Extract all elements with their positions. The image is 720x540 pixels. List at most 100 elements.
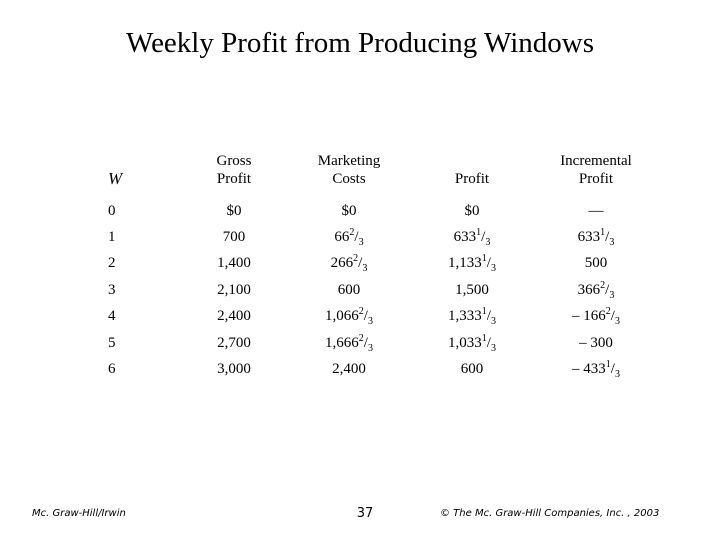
- cell-incremental-profit: 3662/3: [532, 277, 660, 303]
- cell-text: 600: [337, 281, 361, 298]
- cell-text: $0: [464, 202, 480, 219]
- cell-week: 4: [108, 304, 182, 330]
- cell-text: $0: [341, 202, 357, 219]
- cell-text: 0: [108, 202, 116, 219]
- cell-week: 2: [108, 251, 182, 277]
- header-gross-profit: Gross Profit: [182, 152, 286, 198]
- fraction-denominator: 3: [367, 342, 373, 354]
- header-line: Incremental: [560, 153, 632, 169]
- cell-gross-profit: 2,700: [182, 330, 286, 356]
- cell-text: 633: [453, 229, 477, 246]
- table-row: 0 $0 $0 $0 —: [108, 198, 660, 224]
- cell-text: 1,333: [448, 308, 482, 325]
- cell-text: /: [486, 308, 491, 325]
- cell-week: 1: [108, 224, 182, 250]
- cell-text: /: [358, 255, 363, 272]
- cell-profit: 600: [412, 356, 532, 382]
- cell-profit: 1,500: [412, 277, 532, 303]
- cell-gross-profit: 2,400: [182, 304, 286, 330]
- cell-text: 1,400: [217, 255, 251, 272]
- cell-week: 3: [108, 277, 182, 303]
- fraction-numerator: 2: [349, 227, 355, 239]
- cell-text: 2,400: [332, 361, 366, 378]
- fraction-denominator: 3: [609, 289, 615, 301]
- cell-week: 5: [108, 330, 182, 356]
- cell-marketing-costs: 1,0662/3: [286, 304, 412, 330]
- table-row: 5 2,700 1,6662/3 1,0331/3– 300: [108, 330, 660, 356]
- header-line: W: [108, 169, 123, 188]
- cell-text: 633: [577, 229, 601, 246]
- fraction-numerator: 1: [481, 332, 487, 344]
- slide-title: Weekly Profit from Producing Windows: [126, 27, 594, 59]
- cell-profit: 6331/3: [412, 224, 532, 250]
- fraction-denominator: 3: [485, 237, 491, 249]
- fraction-numerator: 2: [358, 332, 364, 344]
- cell-text: —: [588, 202, 604, 219]
- cell-incremental-profit: – 1662/3: [532, 304, 660, 330]
- cell-incremental-profit: 500: [532, 251, 660, 277]
- cell-gross-profit: 3,000: [182, 356, 286, 382]
- page-number: 37: [356, 506, 374, 521]
- cell-text: 6: [108, 361, 116, 378]
- fraction-numerator: 2: [353, 253, 359, 265]
- cell-text: 1,666: [325, 334, 359, 351]
- header-line: Marketing: [317, 153, 381, 169]
- fraction-numerator: 1: [605, 359, 611, 371]
- header-incremental-profit: Incremental Profit: [532, 152, 660, 198]
- cell-marketing-costs: $0: [286, 198, 412, 224]
- cell-marketing-costs: 2,400: [286, 356, 412, 382]
- cell-marketing-costs: 2662/3: [286, 251, 412, 277]
- fraction-numerator: 2: [600, 279, 606, 291]
- copyright-notice: © The Mc. Graw-Hill Companies, Inc. , 20…: [440, 508, 660, 519]
- cell-text: /: [486, 334, 491, 351]
- table-row: 4 2,400 1,0662/3 1,3331/3– 1662/3: [108, 304, 660, 330]
- fraction-denominator: 3: [614, 369, 620, 381]
- fraction-numerator: 1: [481, 253, 487, 265]
- cell-gross-profit: 2,100: [182, 277, 286, 303]
- header-line: Profit: [578, 171, 614, 187]
- table-row: 3 2,100 600 1,500 3662/3: [108, 277, 660, 303]
- cell-text: /: [610, 308, 615, 325]
- cell-incremental-profit: – 300: [532, 330, 660, 356]
- cell-text: 1: [108, 229, 116, 246]
- header-line: Profit: [216, 171, 252, 187]
- fraction-numerator: 1: [600, 227, 606, 239]
- table-row: 2 1,400 2662/3 1,1331/3 500: [108, 251, 660, 277]
- fraction-denominator: 3: [609, 237, 615, 249]
- cell-text: 5: [108, 334, 116, 351]
- cell-text: /: [481, 229, 486, 246]
- cell-text: 2,400: [217, 308, 251, 325]
- cell-gross-profit: $0: [182, 198, 286, 224]
- cell-text: – 166: [572, 308, 606, 325]
- header-w: W: [108, 152, 182, 198]
- cell-text: – 433: [572, 361, 606, 378]
- cell-gross-profit: 700: [182, 224, 286, 250]
- cell-profit: 1,3331/3: [412, 304, 532, 330]
- cell-week: 6: [108, 356, 182, 382]
- fraction-denominator: 3: [367, 316, 373, 328]
- cell-gross-profit: 1,400: [182, 251, 286, 277]
- table-row: 6 3,000 2,400 600 – 4331/3: [108, 356, 660, 382]
- fraction-denominator: 3: [362, 263, 368, 275]
- cell-text: 3: [108, 281, 116, 298]
- cell-text: 1,066: [325, 308, 359, 325]
- cell-text: /: [605, 281, 610, 298]
- cell-marketing-costs: 662/3: [286, 224, 412, 250]
- cell-text: 1,133: [448, 255, 482, 272]
- cell-text: /: [363, 334, 368, 351]
- cell-text: 4: [108, 308, 116, 325]
- profit-table: W Gross Profit Marketing Costs Profit Incr…: [108, 152, 660, 383]
- cell-text: /: [605, 229, 610, 246]
- publisher-label: Mc. Graw-Hill/Irwin: [32, 508, 126, 519]
- cell-incremental-profit: – 4331/3: [532, 356, 660, 382]
- cell-marketing-costs: 1,6662/3: [286, 330, 412, 356]
- cell-text: $0: [226, 202, 242, 219]
- cell-week: 0: [108, 198, 182, 224]
- cell-marketing-costs: 600: [286, 277, 412, 303]
- header-line: Costs: [332, 171, 366, 187]
- cell-profit: 1,1331/3: [412, 251, 532, 277]
- fraction-denominator: 3: [358, 237, 364, 249]
- header-line: Profit: [454, 171, 490, 187]
- table-body: 0 $0 $0 $0—1 700 662/3 6331/3 6331/3 2 1,400 2662/…: [108, 198, 660, 383]
- header-profit: Profit: [412, 152, 532, 198]
